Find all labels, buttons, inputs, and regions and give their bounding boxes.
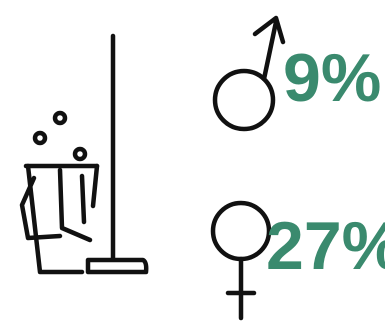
male-percentage: 9% [283, 40, 382, 116]
bucket-and-mop-icon [19, 33, 149, 275]
female-symbol-icon [210, 200, 272, 321]
male-symbol-icon [212, 15, 286, 132]
female-percentage: 27% [266, 208, 385, 284]
